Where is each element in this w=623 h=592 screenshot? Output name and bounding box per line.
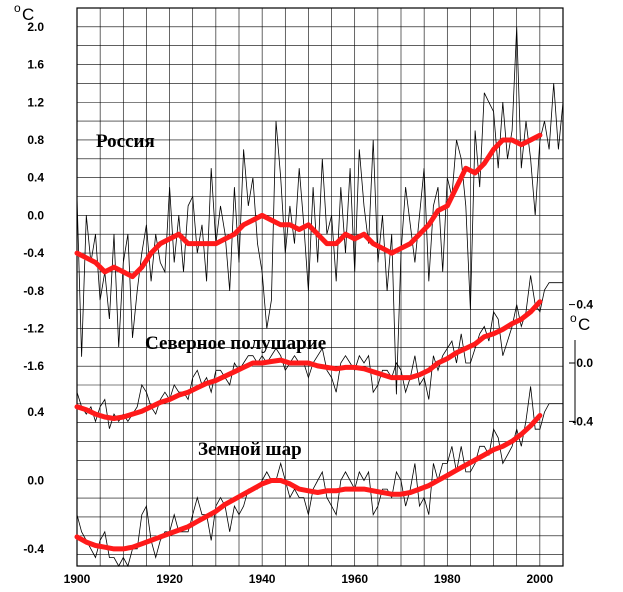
y-tick-label-russia: -0.8 — [23, 284, 44, 298]
unit-letter: C — [22, 5, 34, 24]
annual-line-globe — [76, 386, 563, 568]
y-tick-label-globe: 0.4 — [27, 405, 44, 419]
panel-label-globe: Земной шар — [198, 439, 302, 460]
y-tick-label-north-hemisphere: 0.0 — [576, 356, 593, 370]
x-tick-label: 1960 — [341, 572, 368, 586]
x-tick-label: 1920 — [156, 572, 183, 586]
unit-degree-sup: o — [14, 1, 21, 15]
smooth-line-russia — [74, 132, 543, 280]
smooth-line-globe — [74, 413, 543, 552]
y-tick-label-globe: 0.0 — [27, 474, 44, 488]
y-tick-label-north-hemisphere: 0.4 — [576, 298, 593, 312]
y-tick-label-russia: 0.0 — [27, 208, 44, 222]
chart-grid — [76, 7, 564, 566]
unit-degree-sup-right: o — [570, 311, 577, 325]
x-tick-label: 2000 — [527, 572, 554, 586]
chart-frame — [76, 7, 576, 567]
y-tick-label-russia: -1.2 — [23, 321, 44, 335]
y-tick-label-russia: 0.8 — [27, 133, 44, 147]
y-tick-label-russia: 1.2 — [27, 95, 44, 109]
y-tick-label-russia: 0.4 — [27, 171, 44, 185]
y-tick-label-russia: -0.4 — [23, 246, 44, 260]
tick-labels-group: 2.0 1.6 1.2 0.8 0.4 0.0 -0.4 -0.8 -1.2 -1.6 0.4 0.0… — [23, 20, 593, 586]
y-tick-label-russia: 2.0 — [27, 20, 44, 34]
unit-letter-right: C — [578, 315, 590, 334]
x-tick-label: 1980 — [434, 572, 461, 586]
y-tick-label-russia: -1.6 — [23, 359, 44, 373]
annual-series-group — [76, 26, 564, 568]
x-tick-label: 1900 — [64, 572, 91, 586]
plot-border — [76, 7, 564, 567]
unit-label-top: o C — [14, 1, 34, 24]
annual-line-north-hemisphere — [76, 275, 563, 429]
smooth-series-group — [74, 132, 543, 552]
panel-label-russia: Россия — [96, 131, 155, 152]
y-tick-label-globe: -0.4 — [23, 542, 44, 556]
y-tick-label-north-hemisphere: -0.4 — [572, 414, 593, 428]
x-tick-label: 1940 — [249, 572, 276, 586]
y-tick-label-russia: 1.6 — [27, 58, 44, 72]
smooth-line-north-hemisphere — [74, 299, 543, 421]
panel-label-north-hemisphere: Северное полушарие — [145, 333, 326, 354]
unit-label-right: o C — [570, 311, 590, 334]
